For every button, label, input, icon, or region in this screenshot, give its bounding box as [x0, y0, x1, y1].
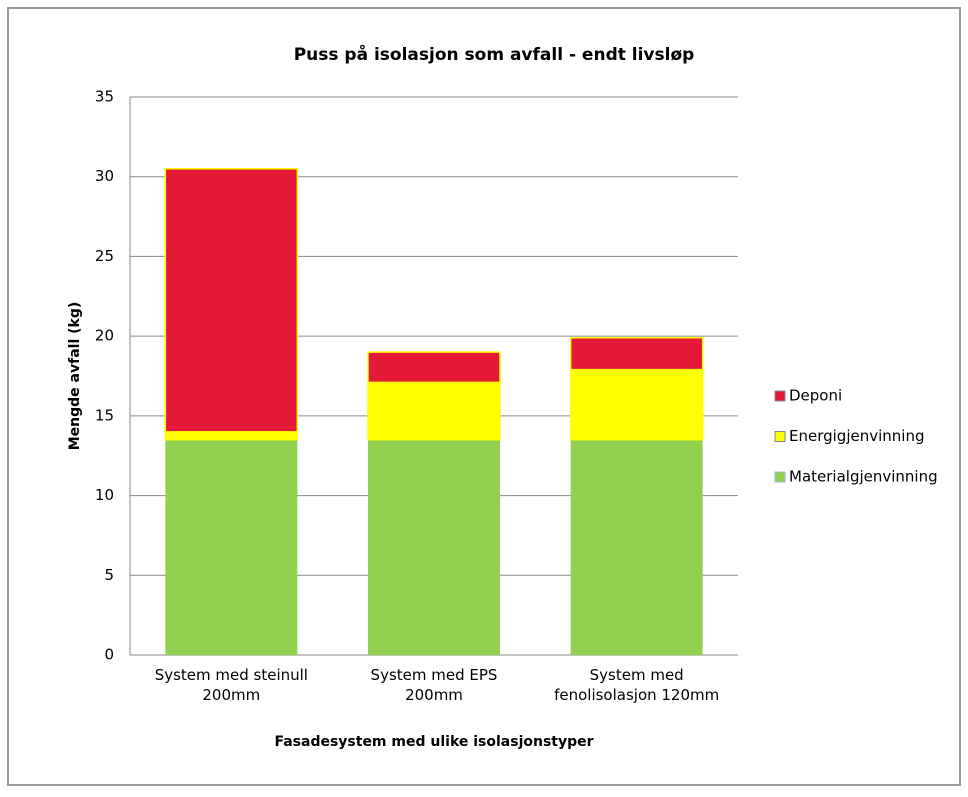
- bar-segment: [570, 439, 703, 655]
- bar-segment: [367, 381, 501, 441]
- y-tick-label: 25: [95, 247, 114, 265]
- legend-swatch: [774, 471, 786, 483]
- bar-segment: [164, 431, 299, 441]
- y-axis-title: Mengde avfall (kg): [67, 302, 83, 451]
- y-tick-label: 15: [95, 406, 114, 424]
- legend-label: Materialgjenvinning: [789, 468, 938, 486]
- legend-label: Energigjenvinning: [789, 427, 924, 445]
- legend-label: Deponi: [789, 387, 842, 405]
- bar-segment: [367, 351, 501, 384]
- chart-title: Puss på isolasjon som avfall - endt livs…: [294, 43, 695, 65]
- legend-swatch: [774, 431, 786, 442]
- x-axis-title: Fasadesystem med ulike isolasjonstyper: [274, 734, 593, 750]
- bar-segment: [368, 439, 500, 655]
- bar-segment: [569, 368, 704, 441]
- y-tick-label: 20: [95, 327, 114, 345]
- y-tick-label: 5: [104, 566, 114, 584]
- bar-segment: [165, 439, 298, 655]
- x-tick-label: System med fenolisolasjon 120mm: [554, 666, 719, 704]
- x-tick-label: System med steinull 200mm: [155, 666, 308, 704]
- y-tick-label: 0: [104, 646, 114, 664]
- y-tick-label: 35: [95, 88, 114, 106]
- bar-segment: [569, 336, 704, 371]
- y-tick-label: 30: [95, 167, 114, 185]
- y-tick-label: 10: [95, 486, 114, 504]
- bar-segment: [164, 167, 299, 433]
- legend-swatch: [774, 390, 786, 402]
- x-tick-label: System med EPS 200mm: [371, 666, 498, 704]
